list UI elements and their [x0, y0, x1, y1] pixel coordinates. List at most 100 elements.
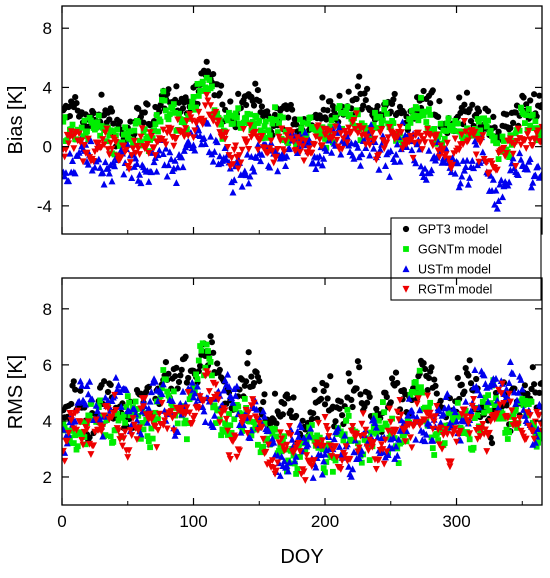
- rms-point: [487, 400, 494, 406]
- bias-point: [436, 98, 443, 105]
- bias-point: [468, 127, 476, 134]
- bias-point: [354, 83, 361, 90]
- bias-point: [90, 157, 98, 165]
- rms-point: [392, 369, 400, 376]
- bias-point: [250, 102, 258, 109]
- rms-point: [337, 466, 345, 473]
- bias-point: [357, 137, 364, 143]
- bias-point: [507, 125, 514, 132]
- rms-point: [264, 441, 272, 449]
- bias-point: [298, 125, 305, 132]
- rms-point: [345, 413, 352, 419]
- rms-point: [231, 416, 238, 423]
- rms-point: [274, 451, 282, 459]
- rms-point: [141, 395, 149, 402]
- bias-point: [531, 91, 538, 98]
- bias-point: [62, 118, 67, 125]
- bias-point: [460, 117, 468, 125]
- bias-point: [253, 133, 261, 141]
- rms-point: [389, 375, 396, 382]
- bias-point: [372, 109, 378, 116]
- rms-point: [222, 415, 230, 423]
- rms-point: [76, 418, 84, 426]
- rms-point: [376, 417, 382, 424]
- rms-point: [72, 432, 79, 439]
- rms-point: [355, 444, 363, 452]
- bias-point: [505, 178, 513, 186]
- bias-point: [285, 140, 292, 146]
- bias-point: [364, 137, 372, 145]
- bias-point: [472, 140, 480, 148]
- rms-point: [324, 426, 332, 434]
- legend-box: [390, 217, 542, 301]
- rms-point: [151, 423, 159, 431]
- bias-point: [172, 110, 178, 116]
- rms-point: [370, 438, 378, 446]
- bias-point: [410, 139, 418, 147]
- bias-point: [84, 128, 90, 135]
- bias-point: [423, 119, 430, 125]
- rms-point: [404, 411, 412, 419]
- rms-point: [268, 457, 276, 465]
- rms-point: [370, 414, 378, 422]
- bias-point: [120, 170, 128, 178]
- rms-point: [168, 397, 176, 404]
- rms-point: [122, 419, 128, 426]
- rms-point: [518, 430, 526, 437]
- rms-point: [392, 426, 400, 434]
- rms-point: [153, 444, 161, 451]
- rms-point: [460, 406, 468, 414]
- rms-point: [158, 399, 166, 407]
- rms-point: [206, 355, 213, 362]
- rms-point: [435, 437, 441, 443]
- bias-point: [240, 119, 247, 126]
- bias-point: [385, 173, 393, 180]
- rms-point: [497, 414, 503, 421]
- rms-point: [465, 372, 472, 379]
- bias-point: [210, 71, 217, 78]
- bias-point: [539, 133, 542, 140]
- rms-point: [499, 380, 507, 388]
- bias-point: [318, 142, 326, 150]
- bias-point: [106, 116, 113, 123]
- bias-point: [537, 129, 542, 136]
- rms-point: [297, 454, 303, 460]
- bias-point: [252, 80, 259, 87]
- rms-point: [437, 424, 445, 432]
- bias-point: [69, 157, 77, 164]
- rms-point: [170, 427, 178, 435]
- bias-point: [330, 131, 338, 138]
- bias-point: [80, 133, 86, 140]
- bias-point: [182, 143, 190, 151]
- rms-point: [299, 417, 306, 424]
- rms-point: [473, 375, 480, 383]
- rms-point: [504, 414, 512, 422]
- bias-point: [166, 148, 174, 156]
- rms-point: [277, 442, 284, 448]
- rms-point: [97, 428, 105, 435]
- bias-point: [246, 122, 254, 130]
- rms-point: [341, 431, 349, 439]
- rms-point: [341, 452, 349, 460]
- rms-point: [358, 459, 365, 466]
- bias-point: [127, 128, 134, 135]
- rms-point: [513, 396, 521, 404]
- rms-point: [144, 433, 151, 439]
- bias-point: [282, 137, 290, 145]
- bias-point: [327, 123, 334, 130]
- rms-point: [203, 341, 210, 348]
- rms-point: [211, 411, 219, 419]
- bias-point: [336, 103, 343, 109]
- rms-point: [114, 410, 121, 417]
- rms-point: [152, 409, 159, 416]
- legend-marker: [403, 246, 409, 252]
- bias-point: [454, 120, 461, 127]
- bias-point: [65, 177, 73, 185]
- legend-item: RGTm model: [402, 283, 492, 297]
- bias-point: [145, 178, 153, 185]
- bias-point: [105, 169, 113, 177]
- bias-point: [525, 127, 533, 135]
- rms-point: [418, 384, 424, 391]
- rms-point: [261, 412, 269, 420]
- bias-point: [350, 117, 358, 124]
